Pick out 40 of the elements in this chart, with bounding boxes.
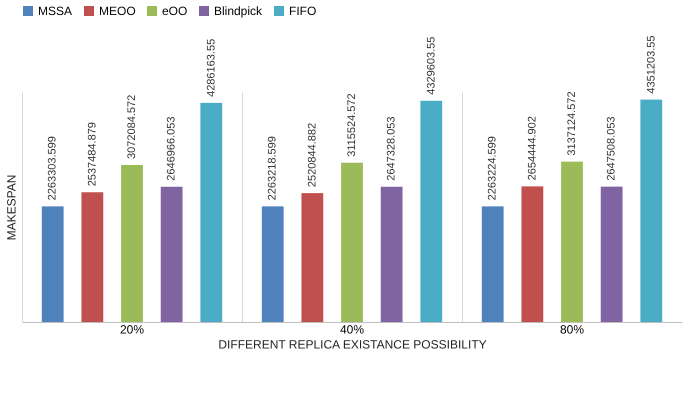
bar — [81, 192, 104, 322]
bar — [640, 100, 662, 322]
legend-label: MEOO — [99, 4, 136, 18]
data-label: 2654444.902 — [526, 116, 538, 180]
x-tick-label: 20% — [120, 322, 144, 336]
data-label: 3137124.572 — [566, 91, 578, 156]
bar — [121, 164, 143, 322]
bar — [561, 162, 583, 322]
data-label: 2647508.053 — [606, 116, 618, 181]
data-label: 2263303.599 — [46, 136, 59, 200]
y-axis-title: MAKESPAN — [4, 174, 18, 240]
bar — [42, 206, 64, 322]
data-label: 4329603.55 — [425, 36, 438, 95]
bar — [482, 206, 504, 322]
data-label: 4286163.55 — [205, 38, 218, 97]
bar — [200, 102, 222, 322]
data-label: 2263224.599 — [486, 136, 499, 200]
legend-label: MSSA — [38, 4, 72, 18]
legend-label: FIFO — [289, 4, 316, 18]
data-label: 2520844.882 — [306, 122, 318, 188]
x-tick-label: 80% — [560, 322, 584, 336]
legend-label: Blindpick — [214, 4, 264, 18]
bar — [301, 193, 324, 322]
data-label: 4351203.55 — [645, 35, 658, 94]
x-tick-label: 40% — [340, 322, 364, 336]
data-label: 3072084.572 — [126, 94, 138, 159]
data-label: 2537484.879 — [86, 122, 98, 186]
data-label: 2647328.053 — [386, 116, 398, 181]
bar — [160, 186, 183, 322]
bar — [420, 100, 442, 322]
legend-label: eOO — [162, 4, 188, 18]
bar — [521, 186, 544, 322]
data-label: 2263218.599 — [266, 136, 279, 200]
bar — [341, 162, 363, 322]
data-label: 2646966.053 — [166, 116, 178, 181]
bar — [380, 186, 403, 322]
bar — [600, 186, 623, 322]
bar — [262, 206, 284, 322]
data-label: 3115524.572 — [346, 93, 358, 157]
x-axis-title: DIFFERENT REPLICA EXISTANCE POSSIBILITY — [218, 338, 487, 352]
